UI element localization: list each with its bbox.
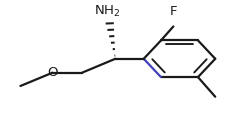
Text: NH$_2$: NH$_2$ (93, 4, 120, 19)
Text: F: F (170, 5, 177, 18)
Text: O: O (47, 66, 58, 79)
